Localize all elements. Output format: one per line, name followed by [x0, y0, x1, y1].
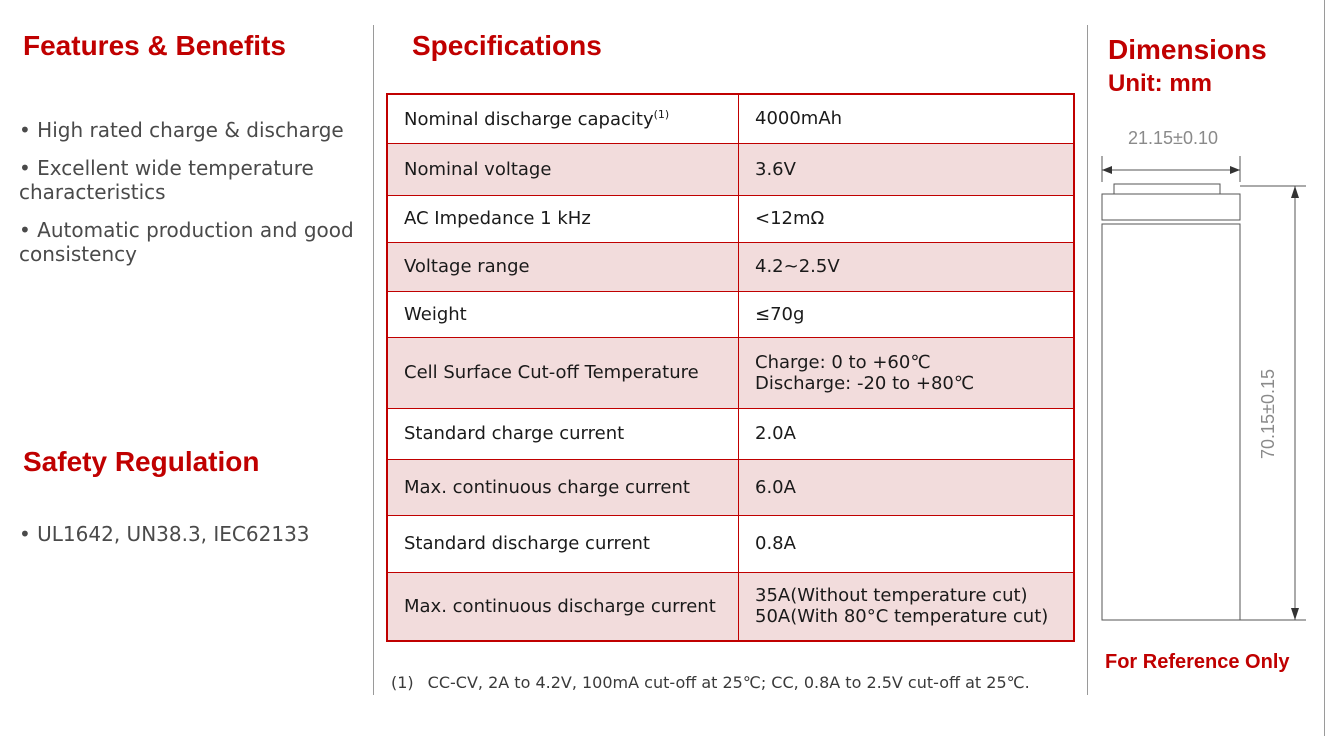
spec-label: Max. continuous charge current — [386, 458, 739, 516]
list-item: • UL1642, UN38.3, IEC62133 — [19, 522, 310, 546]
value-line: 50A(With 80°C temperature cut) — [755, 606, 1049, 628]
specs-table: Nominal discharge capacity(1) 4000mAh No… — [386, 93, 1075, 642]
table-row: Max. continuous charge current 6.0A — [386, 458, 1075, 516]
footnote-number: (1) — [391, 673, 414, 692]
table-row: Weight ≤70g — [386, 290, 1075, 338]
spec-label: Nominal discharge capacity(1) — [386, 93, 739, 144]
arrow-down-icon — [1291, 608, 1299, 620]
height-label: 70.15±0.15 — [1258, 369, 1278, 459]
spec-value: 2.0A — [738, 407, 1075, 460]
safety-list: • UL1642, UN38.3, IEC62133 — [19, 522, 364, 546]
unit-label: Unit: mm — [1108, 70, 1212, 97]
footnote: (1) CC-CV, 2A to 4.2V, 100mA cut-off at 2… — [391, 673, 1030, 692]
list-item: • Excellent wide temperature characteris… — [19, 156, 314, 204]
spec-label: Standard discharge current — [386, 514, 739, 573]
table-row: Max. continuous discharge current 35A(Wi… — [386, 571, 1075, 642]
spec-label: Standard charge current — [386, 407, 739, 460]
footnote-text: CC-CV, 2A to 4.2V, 100mA cut-off at 25℃;… — [427, 673, 1030, 692]
cell-dimension-drawing: 21.15±0.10 70.15±0.15 — [1101, 128, 1306, 621]
spec-label: Cell Surface Cut-off Temperature — [386, 336, 739, 409]
spec-label: Nominal voltage — [386, 142, 739, 196]
list-item: • High rated charge & discharge — [19, 118, 344, 142]
page-edge-line — [1324, 0, 1325, 736]
table-row: Nominal discharge capacity(1) 4000mAh — [386, 93, 1075, 144]
battery-body — [1101, 223, 1241, 621]
table-row: Cell Surface Cut-off Temperature Charge:… — [386, 336, 1075, 409]
column-divider — [373, 25, 374, 695]
reference-note: For Reference Only — [1105, 651, 1290, 673]
value-line: 35A(Without temperature cut) — [755, 585, 1028, 607]
value-line: Discharge: -20 to +80℃ — [755, 372, 975, 394]
safety-title: Safety Regulation — [23, 446, 260, 477]
spec-value: 4000mAh — [738, 93, 1075, 144]
table-row: Voltage range 4.2~2.5V — [386, 241, 1075, 292]
spec-label: Max. continuous discharge current — [386, 571, 739, 642]
value-line: Charge: 0 to +60℃ — [755, 351, 931, 373]
table-row: Standard charge current 2.0A — [386, 407, 1075, 460]
footnote-marker: (1) — [653, 107, 670, 121]
table-row: AC Impedance 1 kHz <12mΩ — [386, 194, 1075, 243]
spec-label: Weight — [386, 290, 739, 338]
spec-value: 3.6V — [738, 142, 1075, 196]
spec-value: 6.0A — [738, 458, 1075, 516]
spec-value: 4.2~2.5V — [738, 241, 1075, 292]
battery-cap — [1101, 193, 1241, 221]
diameter-label: 21.15±0.10 — [1128, 128, 1218, 148]
spec-value: <12mΩ — [738, 194, 1075, 243]
arrow-up-icon — [1291, 186, 1299, 198]
arrow-left-icon — [1102, 166, 1112, 174]
arrow-right-icon — [1230, 166, 1240, 174]
specs-title: Specifications — [412, 30, 602, 61]
table-row: Standard discharge current 0.8A — [386, 514, 1075, 573]
features-title: Features & Benefits — [23, 30, 286, 61]
list-item: • Automatic production and good consiste… — [19, 218, 354, 266]
spec-value: 35A(Without temperature cut) 50A(With 80°… — [738, 571, 1075, 642]
table-row: Nominal voltage 3.6V — [386, 142, 1075, 196]
spec-label: Voltage range — [386, 241, 739, 292]
dimensions-title: Dimensions — [1108, 34, 1267, 65]
spec-value: 0.8A — [738, 514, 1075, 573]
features-list: • High rated charge & discharge • Excell… — [19, 118, 364, 280]
spec-label: AC Impedance 1 kHz — [386, 194, 739, 243]
battery-terminal — [1113, 183, 1221, 195]
column-divider — [1087, 25, 1088, 695]
spec-value: ≤70g — [738, 290, 1075, 338]
spec-value: Charge: 0 to +60℃ Discharge: -20 to +80℃ — [738, 336, 1075, 409]
